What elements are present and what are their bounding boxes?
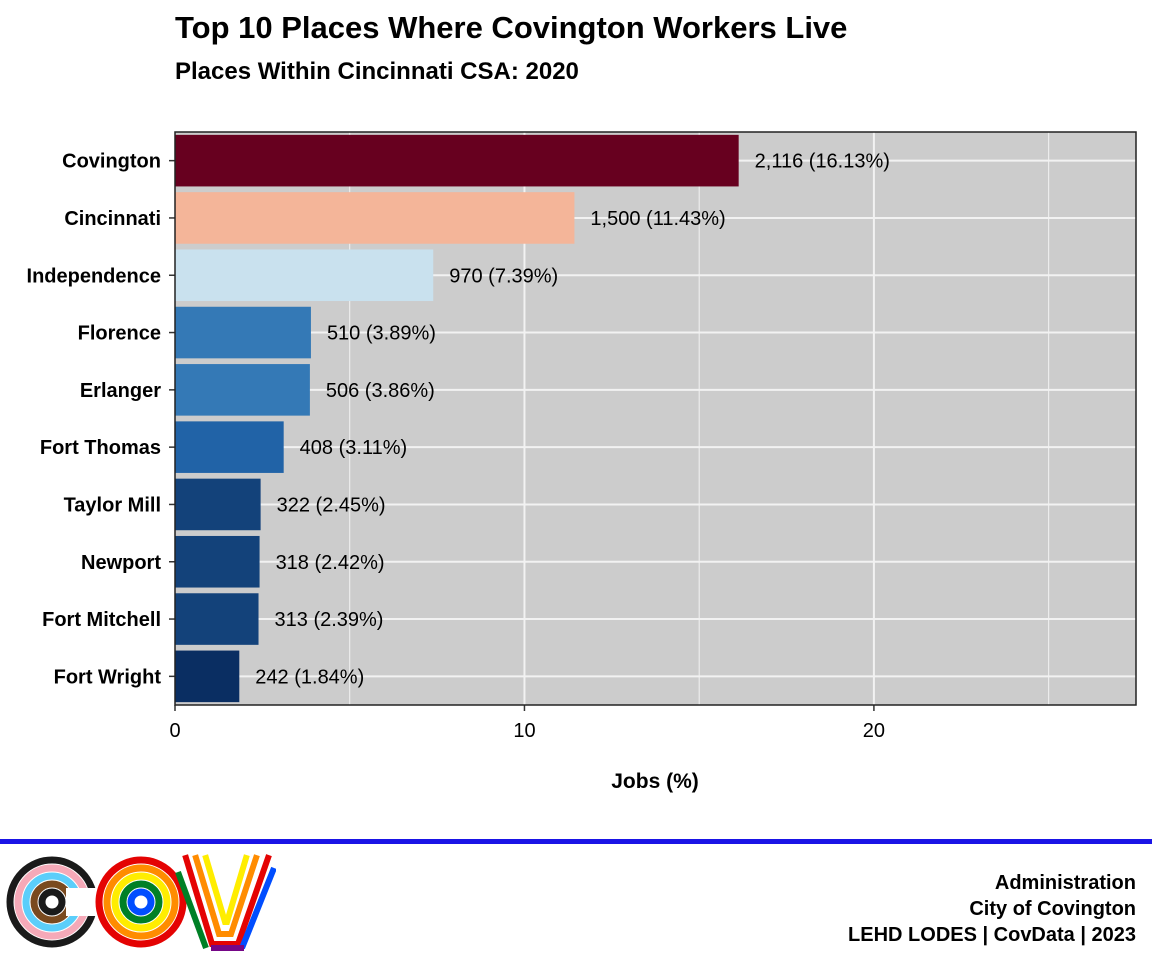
footer-source: LEHD LODES | CovData | 2023 [848, 924, 1136, 946]
data-label: 318 (2.42%) [276, 552, 385, 574]
x-axis-ticks: 0 10 20 [169, 705, 885, 742]
data-label: 510 (3.89%) [327, 323, 436, 345]
plot-border [174, 131, 1137, 706]
data-labels: 2,116 (16.13%) 1,500 (11.43%) 970 (7.39%) 5… [255, 151, 890, 689]
cov-logo [6, 854, 276, 951]
category-label: Covington [62, 151, 161, 173]
x-axis-label: Jobs (%) [611, 770, 699, 793]
bar-fort-thomas [175, 421, 284, 473]
x-tick-label: 10 [513, 720, 535, 742]
category-label: Newport [81, 552, 161, 574]
data-label: 506 (3.86%) [326, 380, 435, 402]
data-label: 242 (1.84%) [255, 666, 364, 688]
data-label: 970 (7.39%) [449, 265, 558, 287]
bars [175, 134, 739, 703]
data-label: 408 (3.11%) [300, 437, 407, 459]
footer-credits: Administration City of Covington LEHD LO… [848, 870, 1136, 948]
chart-subtitle: Places Within Cincinnati CSA: 2020 [175, 58, 579, 85]
category-label: Taylor Mill [64, 494, 161, 516]
bar-taylor-mill [175, 478, 261, 531]
footer-department: Administration [994, 872, 1136, 894]
data-label: 313 (2.39%) [275, 609, 384, 631]
footer-divider [0, 839, 1152, 844]
data-label: 2,116 (16.13%) [755, 151, 890, 173]
bar-cincinnati [175, 192, 575, 244]
data-label: 1,500 (11.43%) [590, 208, 725, 230]
x-tick-label: 0 [169, 720, 180, 742]
category-label: Erlanger [80, 380, 161, 402]
bar-fort-mitchell [175, 593, 259, 645]
bar-covington [175, 134, 739, 187]
category-label: Cincinnati [64, 208, 161, 230]
data-label: 322 (2.45%) [277, 494, 386, 516]
x-tick-label: 20 [863, 720, 885, 742]
category-label: Fort Wright [54, 666, 162, 688]
chart-title: Top 10 Places Where Covington Workers Li… [175, 10, 848, 45]
bar-fort-wright [175, 650, 240, 703]
bar-florence [175, 306, 311, 359]
category-label: Independence [27, 265, 161, 287]
footer-organization: City of Covington [969, 898, 1136, 920]
category-label: Florence [78, 323, 161, 345]
bar-independence [175, 249, 434, 302]
bar-erlanger [175, 364, 310, 416]
category-label: Fort Thomas [40, 437, 161, 459]
category-labels: Covington Cincinnati Independence Florence E… [27, 151, 175, 688]
bar-newport [175, 535, 260, 588]
category-label: Fort Mitchell [42, 609, 161, 631]
bar-chart: 2,116 (16.13%) 1,500 (11.43%) 970 (7.39%) 5… [27, 131, 1137, 793]
